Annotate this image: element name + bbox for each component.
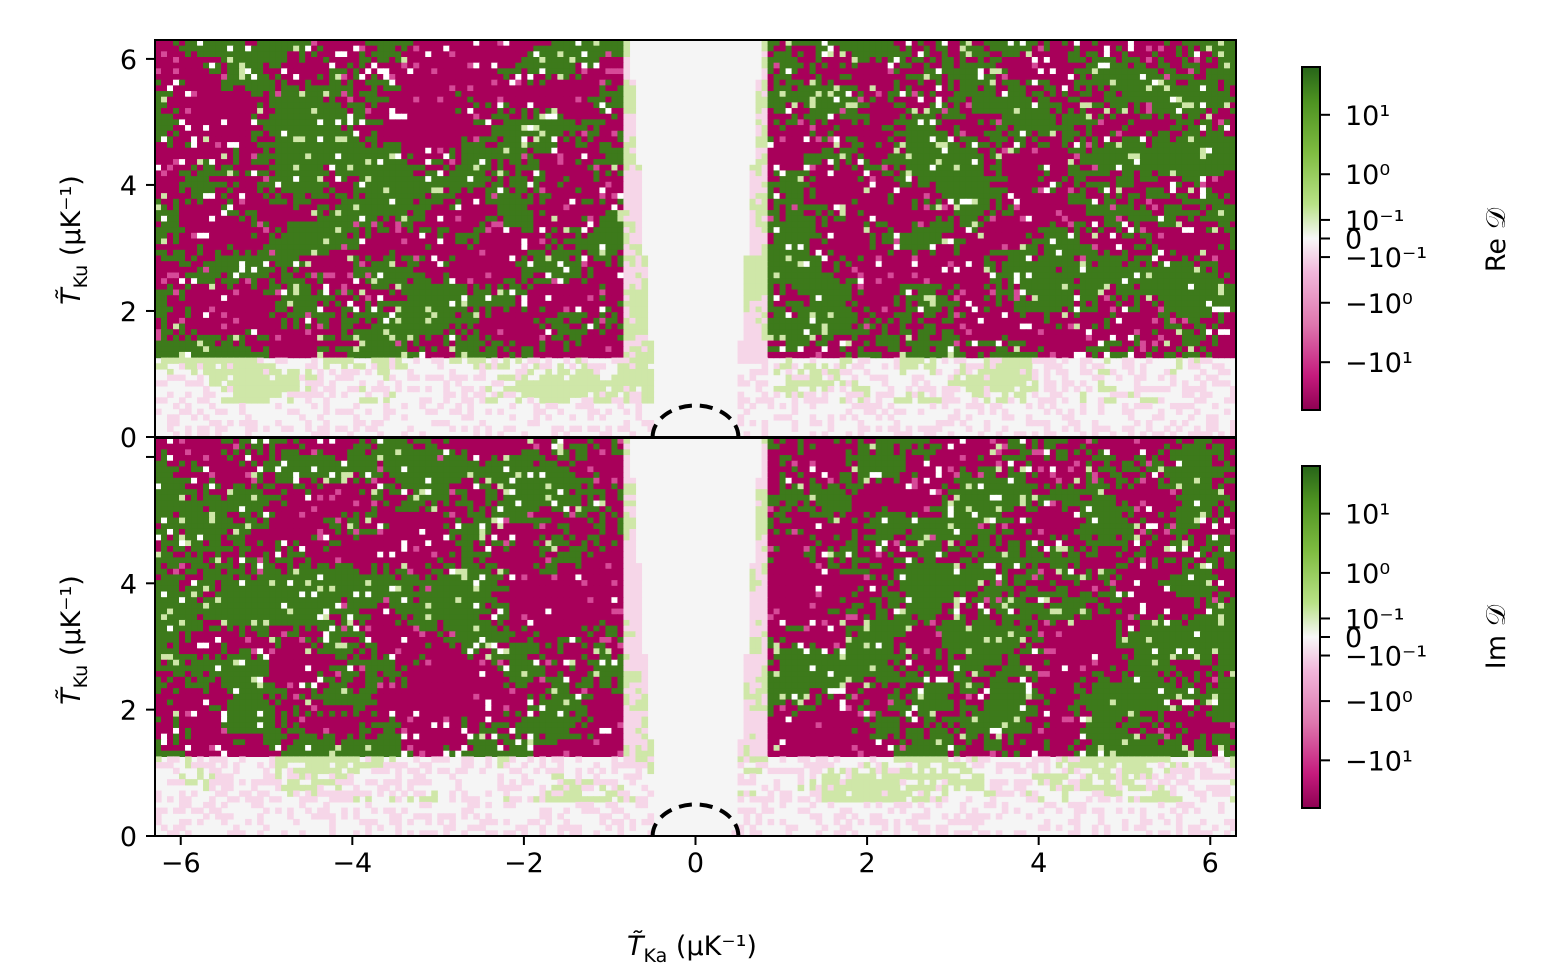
re-d-y-axis-label: T̃Ku (µK⁻¹)	[55, 175, 92, 305]
x-tick-label: 6	[1202, 848, 1219, 879]
re-d-heatmap	[155, 40, 1237, 438]
re-d-panel: 0 2 4 6	[120, 40, 1237, 454]
im-d-x-ticks: −6 −4 −2 0 2 4 6	[161, 836, 1219, 879]
im-d-y-ticks: 0 2 4	[120, 457, 155, 853]
y-tick-label: 2	[120, 297, 137, 328]
y-tick-label: 0	[120, 423, 137, 454]
colorbar-tick-label: −10⁻¹	[1345, 243, 1427, 274]
y-tick-label: 2	[120, 696, 137, 727]
axis-label-subscript: Ku	[70, 665, 92, 689]
re-d-colorbar-label: Re 𝒟	[1481, 207, 1512, 272]
colorbar-tick-label: 10⁰	[1345, 160, 1390, 191]
x-tick-label: 2	[858, 848, 875, 879]
im-d-colorbar-label: Im 𝒟	[1481, 604, 1512, 669]
axis-label-unit: (µK⁻¹)	[56, 575, 87, 665]
y-tick-label: 4	[120, 171, 137, 202]
x-tick-label: −6	[161, 848, 201, 879]
colorbar-tick-label: −10¹	[1345, 348, 1413, 379]
colorbar-tick-label: −10⁻¹	[1345, 642, 1427, 673]
y-tick-label: 4	[120, 569, 137, 600]
y-tick-label: 6	[120, 45, 137, 76]
x-tick-label: 0	[687, 848, 704, 879]
colorbar-tick-label: 10¹	[1345, 500, 1390, 531]
im-d-heatmap	[155, 438, 1237, 837]
im-d-colorbar-gradient	[1302, 466, 1320, 808]
x-tick-label: −2	[504, 848, 544, 879]
x-tick-label: 4	[1030, 848, 1047, 879]
x-axis-label: T̃Ka (µK⁻¹)	[627, 930, 757, 967]
colorbar-tick-label: −10⁰	[1345, 289, 1413, 320]
colorbar-tick-label: 10⁰	[1345, 559, 1390, 590]
x-tick-label: −4	[332, 848, 372, 879]
y-tick-label: 0	[120, 822, 137, 853]
colorbar-tick-label: 10¹	[1345, 101, 1390, 132]
axis-label-unit: (µK⁻¹)	[56, 175, 87, 265]
colorbar-tick-label: −10¹	[1345, 746, 1413, 777]
re-d-colorbar-gradient	[1302, 67, 1320, 410]
im-d-panel: 0 2 4 −6 −4 −2 0 2 4 6	[120, 438, 1237, 879]
colorbar-tick-label: −10⁰	[1345, 687, 1413, 718]
axis-label-unit: (µK⁻¹)	[667, 931, 757, 962]
re-d-y-ticks: 0 2 4 6	[120, 45, 155, 454]
axis-label-subscript: Ka	[644, 945, 668, 967]
im-d-y-axis-label: T̃Ku (µK⁻¹)	[55, 575, 92, 705]
axis-label-subscript: Ku	[70, 265, 92, 289]
